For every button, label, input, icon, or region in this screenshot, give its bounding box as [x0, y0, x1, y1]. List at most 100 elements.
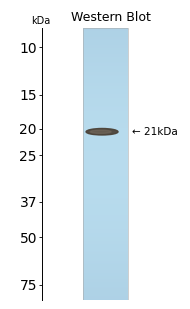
Bar — [83, 176, 128, 177]
Bar — [83, 192, 128, 193]
Bar — [83, 82, 128, 83]
Bar — [83, 297, 128, 298]
Bar — [83, 63, 128, 64]
Bar — [83, 49, 128, 50]
Bar — [83, 85, 128, 86]
Bar — [83, 103, 128, 104]
Bar — [83, 134, 128, 135]
Bar — [83, 91, 128, 92]
Bar — [83, 113, 128, 114]
Bar — [83, 135, 128, 136]
Bar — [83, 223, 128, 224]
Bar — [83, 229, 128, 230]
Bar — [83, 79, 128, 80]
Bar — [83, 140, 128, 141]
Bar — [83, 152, 128, 153]
Bar — [83, 68, 128, 69]
Bar — [83, 278, 128, 279]
Bar — [83, 208, 128, 209]
Bar — [83, 212, 128, 213]
Bar — [83, 159, 128, 160]
Bar — [83, 96, 128, 97]
Bar — [83, 164, 128, 165]
Bar — [83, 259, 128, 260]
Bar — [83, 274, 128, 275]
Bar — [83, 139, 128, 140]
Bar — [83, 104, 128, 105]
Bar — [83, 280, 128, 281]
Bar — [83, 215, 128, 216]
Bar — [83, 207, 128, 208]
Bar — [83, 170, 128, 171]
Bar — [83, 132, 128, 133]
Bar — [83, 243, 128, 244]
Bar — [83, 98, 128, 99]
Bar — [83, 222, 128, 223]
Bar — [83, 94, 128, 95]
Bar — [83, 242, 128, 243]
Bar — [83, 162, 128, 163]
Bar — [83, 231, 128, 232]
Bar — [83, 48, 128, 49]
Bar — [83, 109, 128, 110]
Bar — [83, 62, 128, 63]
Bar — [83, 146, 128, 147]
Bar — [83, 263, 128, 264]
Bar — [83, 95, 128, 96]
Bar — [83, 143, 128, 144]
Bar — [83, 191, 128, 192]
Ellipse shape — [90, 130, 111, 133]
Bar — [83, 225, 128, 226]
Bar — [83, 59, 128, 60]
Bar — [83, 57, 128, 58]
Bar — [83, 299, 128, 300]
Bar — [83, 271, 128, 272]
Bar — [83, 268, 128, 269]
Bar — [83, 282, 128, 283]
Bar — [83, 178, 128, 179]
Bar — [83, 171, 128, 172]
Bar — [83, 41, 128, 42]
Bar — [83, 185, 128, 186]
Bar — [83, 249, 128, 250]
Bar — [83, 73, 128, 74]
Bar — [83, 262, 128, 263]
Bar — [83, 32, 128, 33]
Bar — [83, 44, 128, 45]
Bar — [83, 130, 128, 131]
Bar — [83, 204, 128, 205]
Bar — [83, 290, 128, 291]
Bar — [83, 251, 128, 252]
Bar — [83, 236, 128, 237]
Bar — [83, 93, 128, 94]
Bar — [83, 72, 128, 73]
Bar — [83, 257, 128, 258]
Bar — [83, 53, 128, 54]
Title: Western Blot: Western Blot — [71, 11, 151, 24]
Bar — [83, 235, 128, 236]
Bar — [83, 111, 128, 112]
Bar — [83, 193, 128, 194]
Bar — [83, 226, 128, 227]
Bar — [83, 119, 128, 120]
Bar — [83, 75, 128, 76]
Bar — [83, 173, 128, 174]
Bar — [83, 136, 128, 137]
Bar — [83, 33, 128, 34]
Bar — [83, 158, 128, 159]
Bar — [83, 107, 128, 108]
Bar — [83, 285, 128, 286]
Bar — [83, 129, 128, 130]
Bar — [83, 189, 128, 190]
Bar — [83, 288, 128, 289]
Bar — [83, 141, 128, 142]
Bar — [83, 201, 128, 202]
Bar — [83, 114, 128, 115]
Bar — [83, 184, 128, 185]
Bar — [83, 160, 128, 161]
Bar — [83, 127, 128, 128]
Bar — [83, 153, 128, 154]
Bar — [83, 74, 128, 75]
Bar — [83, 35, 128, 36]
Bar — [83, 183, 128, 184]
